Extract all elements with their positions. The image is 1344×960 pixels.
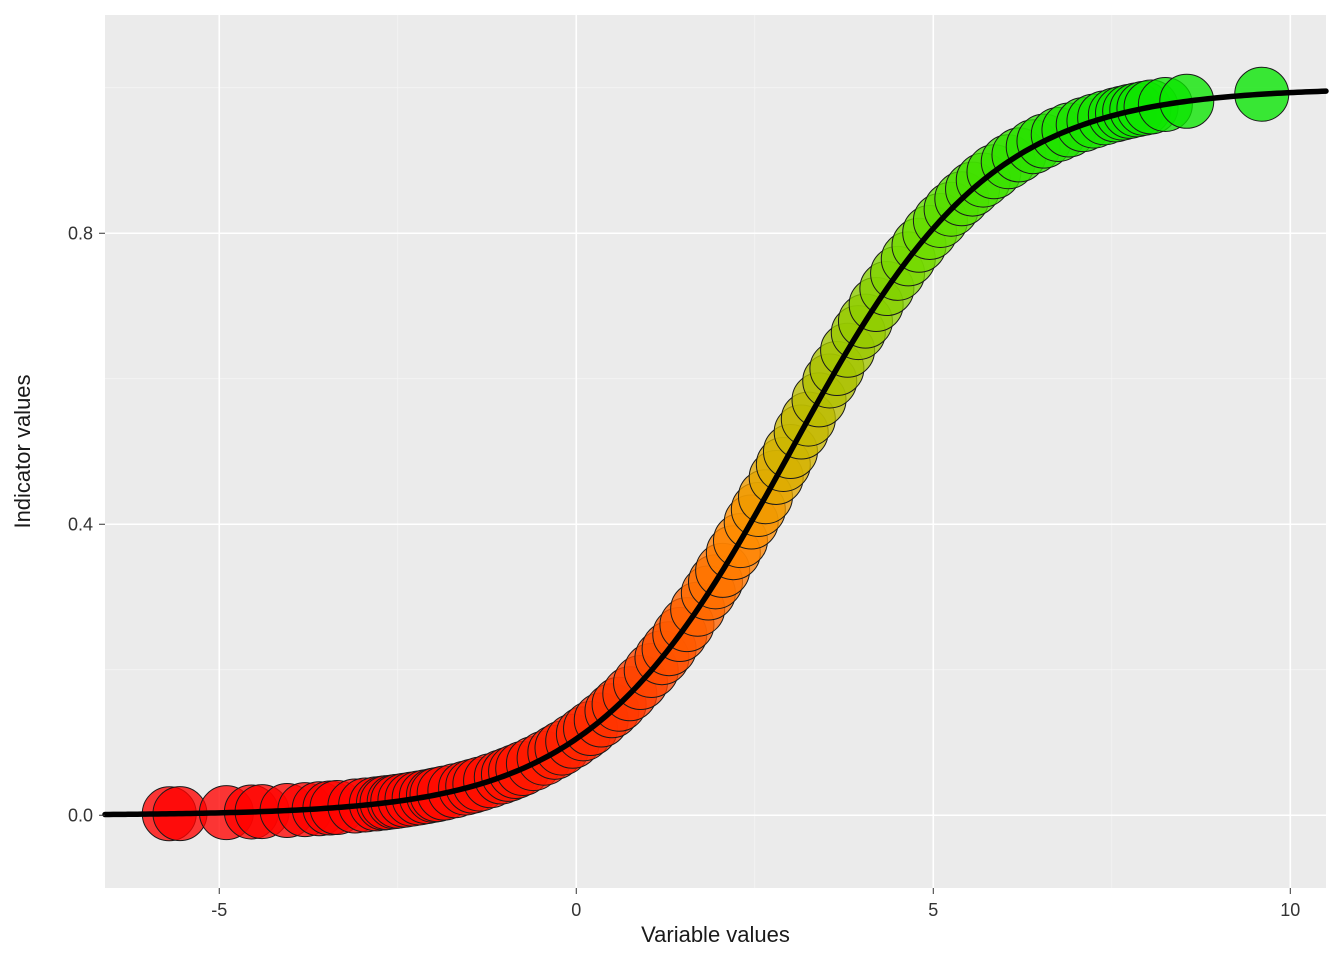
plot-panel <box>105 15 1326 888</box>
chart-svg: -5 0 5 10 0.0 0.4 0.8 Variable values Indicator … <box>0 0 1344 960</box>
y-tick-label: 0.8 <box>68 224 93 244</box>
y-tick-label: 0.0 <box>68 806 93 826</box>
chart-container: -5 0 5 10 0.0 0.4 0.8 Variable values Indicator … <box>0 0 1344 960</box>
x-tick-label: 5 <box>928 900 938 920</box>
x-tick-label: 10 <box>1280 900 1300 920</box>
y-tick-label: 0.4 <box>68 515 93 535</box>
x-tick-label: 0 <box>571 900 581 920</box>
x-tick-label: -5 <box>211 900 227 920</box>
y-axis-label: Indicator values <box>10 374 35 528</box>
x-axis-label: Variable values <box>641 922 790 947</box>
